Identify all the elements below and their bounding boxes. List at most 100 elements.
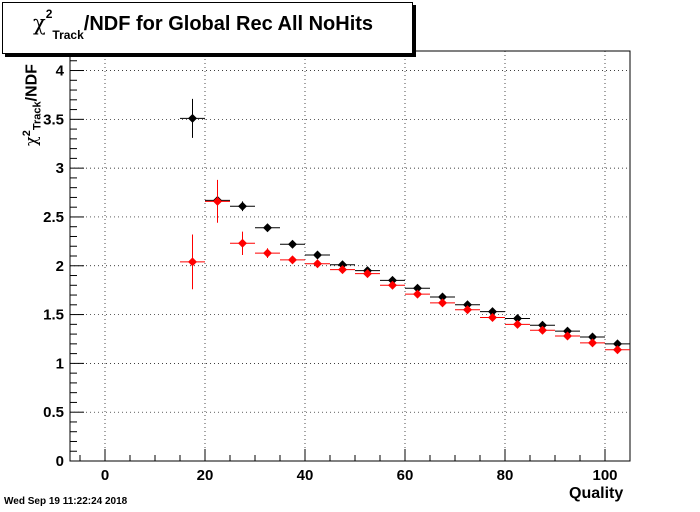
data-point — [355, 269, 380, 279]
data-point — [255, 223, 280, 233]
marker — [588, 332, 597, 342]
marker — [563, 326, 572, 336]
title-sub: Track — [52, 28, 84, 42]
marker — [313, 259, 322, 269]
y-tick-label: 3.5 — [43, 111, 64, 128]
data-point — [330, 265, 355, 275]
marker — [488, 313, 497, 322]
marker — [438, 292, 447, 302]
ylabel-sup: 2 — [21, 130, 33, 137]
data-point — [405, 283, 430, 293]
x-tick-label: 60 — [397, 467, 414, 484]
data-point — [180, 234, 205, 290]
data-point — [305, 250, 330, 260]
data-point — [455, 300, 480, 310]
y-tick-label: 2 — [56, 258, 64, 275]
y-tick-label: 1 — [56, 355, 64, 372]
y-tick-label: 2.5 — [43, 209, 64, 226]
marker — [263, 248, 272, 258]
data-point — [405, 289, 430, 299]
data-point — [255, 248, 280, 258]
marker — [513, 319, 522, 329]
data-point — [555, 331, 580, 341]
ylabel-rest: /NDF — [23, 64, 41, 102]
marker — [213, 196, 222, 206]
ylabel-chi: χ — [21, 136, 41, 146]
marker — [238, 201, 247, 211]
marker — [513, 313, 522, 323]
data-point — [280, 255, 305, 265]
y-tick-label: 0.5 — [43, 404, 64, 421]
data-points — [180, 98, 630, 355]
plot-frame — [69, 50, 631, 462]
marker — [613, 345, 622, 355]
marker — [588, 338, 597, 348]
marker — [313, 250, 322, 260]
marker — [413, 289, 422, 299]
data-point — [505, 313, 530, 323]
marker — [538, 320, 547, 330]
data-point — [430, 292, 455, 302]
marker — [463, 305, 472, 315]
data-point — [580, 332, 605, 342]
data-point — [230, 201, 255, 212]
data-point — [480, 313, 505, 322]
data-point — [230, 231, 255, 256]
data-point — [580, 338, 605, 348]
marker — [188, 257, 197, 267]
marker — [463, 300, 472, 310]
marker — [288, 239, 297, 249]
marker — [263, 223, 272, 233]
marker — [388, 280, 397, 290]
data-point — [180, 98, 205, 138]
data-point — [505, 319, 530, 329]
x-axis-label: Quality — [569, 485, 624, 502]
title-chi: χ — [33, 11, 46, 35]
marker — [363, 269, 372, 279]
data-point — [455, 305, 480, 315]
marker — [613, 339, 622, 349]
y-tick-label: 4 — [56, 63, 65, 80]
x-tick-label: 20 — [197, 467, 214, 484]
x-tick-label: 0 — [101, 467, 109, 484]
marker — [238, 238, 247, 248]
marker — [488, 307, 497, 317]
data-point — [280, 239, 305, 249]
x-tick-label: 80 — [497, 467, 514, 484]
y-tick-label: 0 — [56, 453, 64, 470]
chart-title: χ2 Track/NDF for Global Rec All NoHits — [33, 7, 374, 42]
data-point — [380, 275, 405, 285]
marker — [563, 331, 572, 341]
data-point — [430, 298, 455, 308]
chart-title-box: χ2 Track/NDF for Global Rec All NoHits — [2, 2, 413, 54]
data-point — [530, 320, 555, 330]
marker — [438, 298, 447, 308]
data-point — [380, 280, 405, 290]
marker — [413, 283, 422, 293]
marker — [338, 265, 347, 275]
ylabel-sub: Track — [31, 101, 44, 131]
data-point — [205, 179, 230, 223]
y-tick-label: 1.5 — [43, 307, 64, 324]
marker — [538, 325, 547, 335]
marker — [288, 255, 297, 265]
data-point — [605, 345, 630, 355]
title-rest: /NDF for Global Rec All NoHits — [83, 13, 374, 35]
title-sup: 2 — [45, 7, 53, 22]
timestamp: Wed Sep 19 11:22:24 2018 — [4, 496, 128, 507]
marker — [188, 113, 197, 123]
x-tick-label: 40 — [297, 467, 314, 484]
marker — [388, 275, 397, 285]
data-point — [530, 325, 555, 335]
grid — [70, 51, 630, 462]
data-point — [605, 339, 630, 349]
axis-ticks — [70, 50, 631, 462]
y-axis-label: χ2Track/NDF — [21, 64, 44, 146]
y-tick-label: 3 — [56, 160, 64, 177]
x-tick-label: 100 — [592, 467, 617, 484]
marker — [338, 260, 347, 270]
tick-labels: 0 20 40 60 80 100 0 0.5 1 1.5 2 2.5 3 3.5 4 — [43, 63, 617, 484]
data-point — [480, 307, 505, 317]
data-point — [305, 259, 330, 269]
